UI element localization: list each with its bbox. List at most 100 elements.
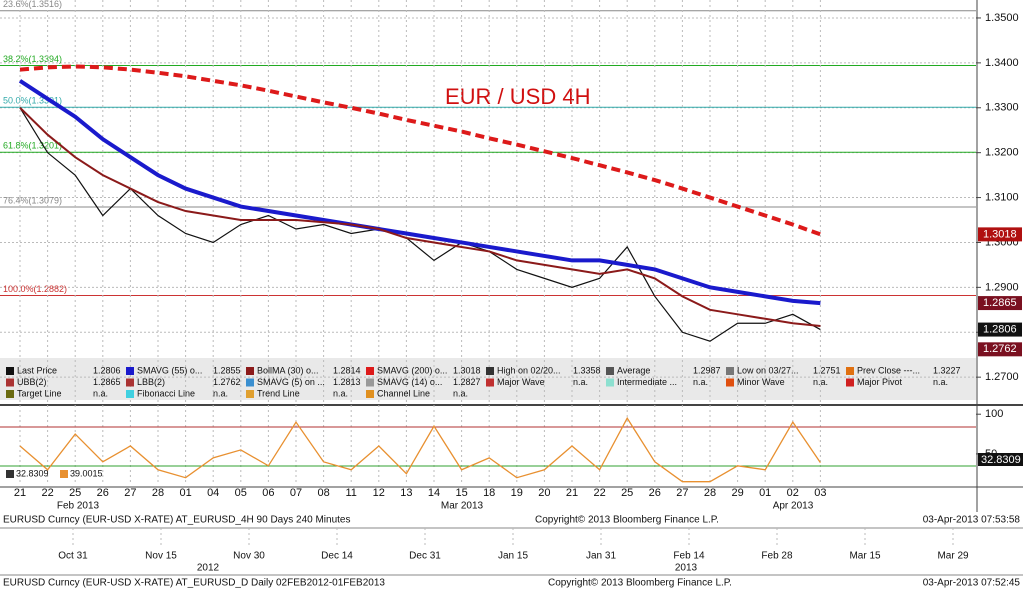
legend-value: 1.3358 — [573, 365, 601, 375]
x-tick-label: 25 — [621, 487, 633, 499]
date-label: Nov 15 — [145, 551, 177, 562]
legend-label: SMAVG (14) o... — [377, 377, 442, 387]
y-tick-label: 1.2900 — [985, 281, 1019, 293]
year-label: 2012 — [197, 563, 220, 574]
legend-swatch — [6, 378, 14, 387]
date-label: Mar 29 — [937, 551, 969, 562]
legend-swatch — [6, 390, 14, 398]
price-tag-label: 1.2865 — [983, 297, 1017, 309]
date-label: Dec 31 — [409, 551, 441, 562]
x-tick-label: 27 — [124, 487, 136, 499]
y-tick-label: 1.3200 — [985, 147, 1019, 159]
price-tag — [978, 342, 1022, 357]
legend-value: n.a. — [213, 388, 228, 398]
y-tick-label: 1.3400 — [985, 57, 1019, 69]
legend-value: 1.2762 — [213, 377, 241, 387]
legend-label: Intermediate ... — [617, 377, 677, 387]
legend-label: Major Pivot — [857, 377, 903, 387]
price-tag-label: 1.2762 — [983, 343, 1017, 355]
legend-swatch — [366, 367, 374, 375]
x-tick-label: 08 — [317, 487, 329, 499]
legend-label: SMAVG (55) o... — [137, 365, 202, 375]
x-tick-label: 22 — [593, 487, 605, 499]
legend-value: n.a. — [573, 377, 588, 387]
footer-left: EURUSD Curncy (EUR-USD X-RATE) AT_EURUSD… — [3, 578, 385, 589]
x-tick-label: 04 — [207, 487, 219, 499]
footer-center: Copyright© 2013 Bloomberg Finance L.P. — [535, 515, 719, 526]
chart-title: EUR / USD 4H — [445, 84, 590, 109]
x-tick-label: 19 — [511, 487, 523, 499]
date-label: Feb 28 — [761, 551, 793, 562]
price-tag — [978, 322, 1022, 337]
legend-swatch — [60, 470, 68, 478]
legend-value: 1.2751 — [813, 365, 841, 375]
legend-value: 1.2806 — [93, 365, 121, 375]
legend-swatch — [726, 367, 734, 375]
legend-value: 1.3018 — [453, 365, 481, 375]
x-tick-label: 01 — [179, 487, 191, 499]
x-tick-label: 03 — [814, 487, 826, 499]
oscillator-line — [19, 416, 821, 483]
date-label: Oct 31 — [58, 551, 88, 562]
legend-swatch — [606, 367, 614, 375]
legend-swatch — [246, 367, 254, 375]
legend-swatch — [486, 367, 494, 375]
legend-value: 1.2827 — [453, 377, 481, 387]
legend-label: Fibonacci Line — [137, 388, 195, 398]
osc-tag-label: 32.8309 — [981, 454, 1021, 466]
price-tag-label: 1.3018 — [983, 228, 1017, 240]
date-label: Feb 14 — [673, 551, 705, 562]
legend-swatch — [366, 390, 374, 398]
legend-value: n.a. — [813, 377, 828, 387]
date-label: Mar 15 — [849, 551, 881, 562]
month-label: Feb 2013 — [57, 501, 100, 512]
x-tick-label: 25 — [69, 487, 81, 499]
legend-value: 1.2865 — [93, 377, 121, 387]
footer-right: 03-Apr-2013 07:52:45 — [923, 578, 1021, 589]
x-tick-label: 18 — [483, 487, 495, 499]
x-tick-label: 15 — [455, 487, 467, 499]
legend-value: 1.2855 — [213, 365, 241, 375]
legend-swatch — [6, 367, 14, 375]
x-tick-label: 29 — [731, 487, 743, 499]
x-tick-label: 02 — [787, 487, 799, 499]
x-tick-label: 22 — [41, 487, 53, 499]
legend-swatch — [486, 378, 494, 387]
legend-swatch — [126, 367, 134, 375]
legend-value: 32.8309 — [16, 468, 49, 478]
fib-label: 100.0%(1.2882) — [3, 284, 67, 294]
osc-tag — [978, 453, 1023, 466]
footer-left: EURUSD Curncy (EUR-USD X-RATE) AT_EURUSD… — [3, 515, 351, 526]
legend-label: Prev Close ---... — [857, 365, 920, 375]
footer-right: 03-Apr-2013 07:53:58 — [923, 515, 1021, 526]
x-tick-label: 11 — [345, 487, 356, 499]
x-tick-label: 28 — [704, 487, 716, 499]
legend-swatch — [846, 378, 854, 387]
legend-value: 1.2987 — [693, 365, 721, 375]
legend-swatch — [126, 390, 134, 398]
legend-value: n.a. — [453, 388, 468, 398]
price-tag — [978, 296, 1022, 311]
fib-label: 23.6%(1.3516) — [3, 0, 62, 9]
series-line — [19, 64, 822, 237]
fib-label: 76.4%(1.3079) — [3, 195, 62, 205]
fib-label: 38.2%(1.3394) — [3, 54, 62, 64]
date-label: Jan 31 — [586, 551, 616, 562]
series-line — [19, 107, 821, 342]
legend-label: Low on 03/27... — [737, 365, 799, 375]
legend-swatch — [366, 378, 374, 387]
legend-value: 1.2814 — [333, 365, 361, 375]
x-tick-label: 20 — [538, 487, 550, 499]
y-tick-label: 1.3100 — [985, 191, 1019, 203]
month-label: Mar 2013 — [441, 501, 484, 512]
fib-label: 50.0%(1.3301) — [3, 96, 62, 106]
legend-value: 1.2813 — [333, 377, 361, 387]
year-label: 2013 — [675, 563, 698, 574]
date-label: Jan 15 — [498, 551, 528, 562]
legend-value: n.a. — [693, 377, 708, 387]
legend-label: UBB(2) — [17, 377, 47, 387]
legend-swatch — [246, 378, 254, 387]
x-tick-label: 12 — [373, 487, 385, 499]
price-tag-label: 1.2806 — [983, 323, 1017, 335]
